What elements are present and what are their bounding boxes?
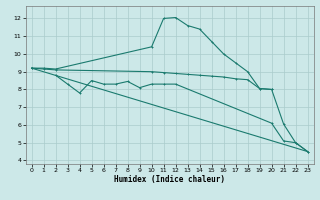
X-axis label: Humidex (Indice chaleur): Humidex (Indice chaleur) bbox=[114, 175, 225, 184]
